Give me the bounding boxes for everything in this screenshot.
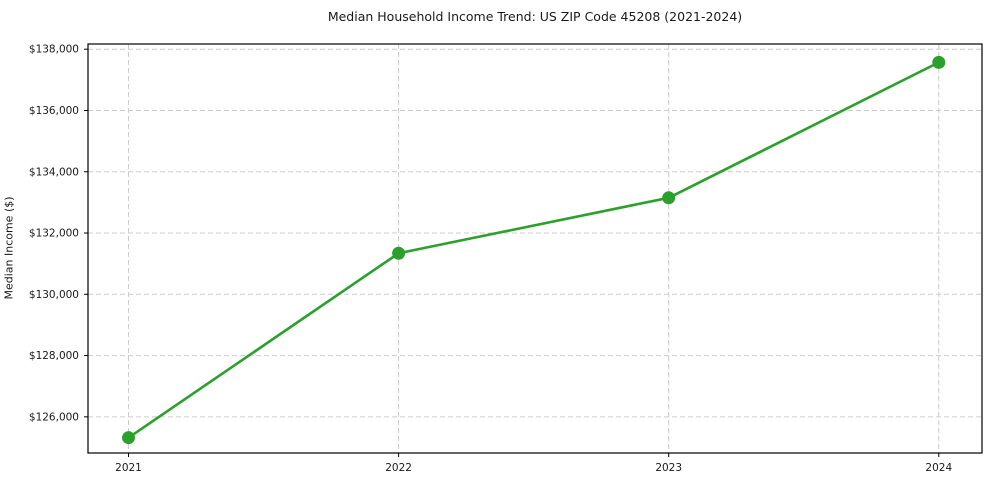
y-tick-label: $138,000	[29, 44, 79, 56]
y-tick-label: $132,000	[29, 228, 79, 240]
y-tick-label: $126,000	[29, 411, 79, 423]
x-tick-label: 2022	[385, 462, 412, 474]
y-tick-label: $128,000	[29, 350, 79, 362]
data-point-2022	[392, 246, 406, 260]
data-point-2024	[932, 55, 946, 69]
plot-border	[87, 43, 983, 454]
data-point-2023	[662, 191, 676, 205]
x-tick-label: 2024	[925, 462, 952, 474]
y-tick-label: $134,000	[29, 166, 79, 178]
data-point-2021	[122, 431, 136, 445]
y-tick-label: $136,000	[29, 105, 79, 117]
x-tick-label: 2023	[655, 462, 682, 474]
x-tick-label: 2021	[115, 462, 142, 474]
y-tick-label: $130,000	[29, 289, 79, 301]
chart-title: Median Household Income Trend: US ZIP Co…	[327, 9, 743, 24]
trend-line	[127, 61, 941, 439]
